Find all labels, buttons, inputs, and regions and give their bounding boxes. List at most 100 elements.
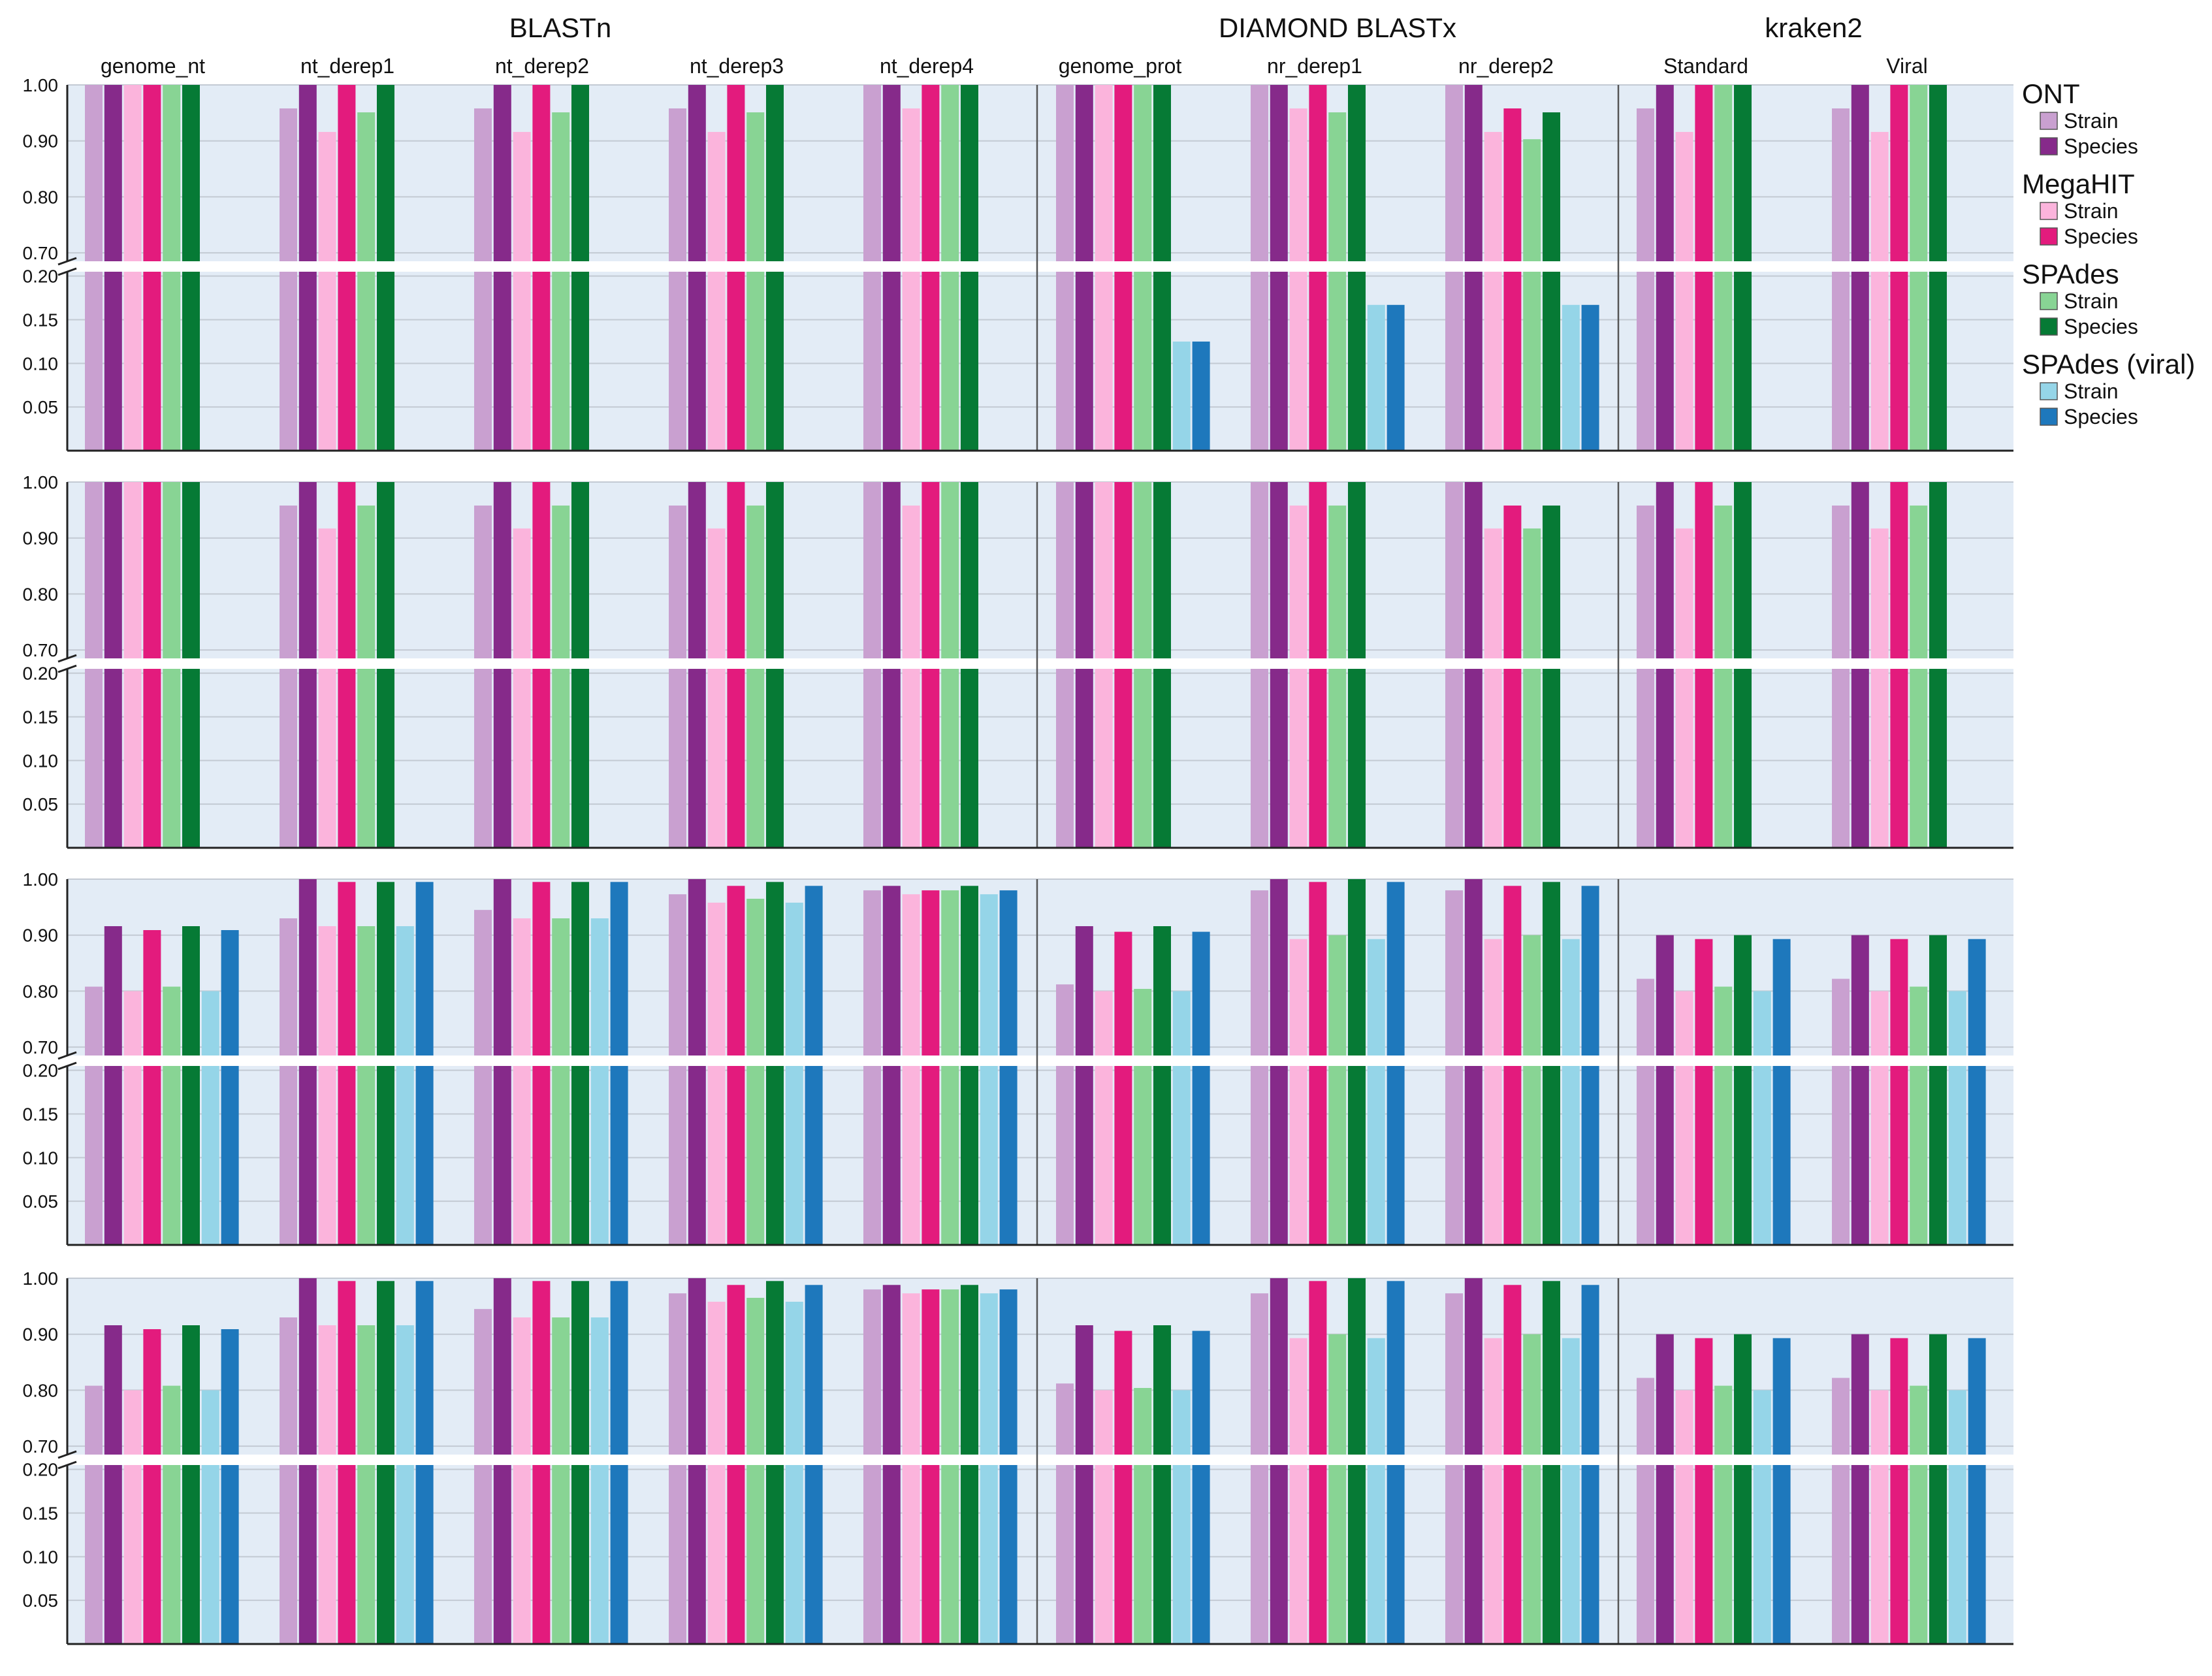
bar [941,482,959,658]
bar [1328,1066,1347,1245]
bar [999,1465,1018,1644]
bar [1890,85,1908,261]
bar [1656,1465,1674,1644]
bar [104,926,122,1056]
bar [1870,528,1889,658]
bar [669,1066,686,1245]
bar [1910,669,1928,848]
bar [1464,669,1483,848]
y-tick-label: 0.20 [23,1061,59,1081]
bar [922,1465,940,1644]
bar [805,1465,823,1644]
bar [1948,1390,1966,1455]
bar [1445,669,1463,848]
bar [727,1066,745,1245]
y-tick-label: 0.15 [23,707,59,728]
y-tick-label: 0.70 [23,640,59,660]
bar [338,272,356,451]
bar [1095,1390,1113,1455]
bar [1832,272,1850,451]
bar [104,1465,122,1644]
tool-label-diamond-blastx: DIAMOND BLASTx [1219,12,1456,43]
bar [863,890,881,1056]
bar [143,669,161,848]
bar [415,1066,434,1245]
bar [1095,85,1113,261]
bar [1114,931,1132,1056]
y-tick-label: 0.80 [23,981,59,1001]
bar [746,1298,765,1455]
bar [669,272,686,451]
bar [669,1465,686,1644]
bar [552,1066,570,1245]
bar [1910,986,1928,1056]
bar [1870,991,1889,1056]
bar [1734,1465,1752,1644]
bar [746,1066,765,1245]
bar [182,669,200,848]
bar [1832,1378,1850,1455]
bar [1637,272,1654,451]
bar [688,1278,706,1455]
axis-break-mark [57,1061,77,1071]
bar [1484,669,1502,848]
bar [727,669,745,848]
bar [1367,1338,1385,1455]
y-tick-label: 0.90 [23,528,59,549]
bar [1289,1465,1307,1644]
bar [1523,1465,1541,1644]
bar [1153,272,1171,451]
bar [1581,1285,1599,1455]
bar [1192,1066,1210,1245]
y-tick-label: 1.00 [23,472,59,492]
bar [961,1285,978,1455]
bar [941,1066,959,1245]
bar [1714,272,1733,451]
bar [1929,1066,1947,1245]
bar [474,272,492,451]
bar [1095,991,1113,1056]
bar [280,669,297,848]
bar [1656,1334,1674,1455]
bar [902,108,920,261]
bar [1172,341,1191,451]
axis-break-mark [57,267,77,276]
bar [999,1289,1018,1455]
bar [104,482,122,658]
bar [1929,1465,1947,1644]
bar [707,1465,726,1644]
group-label-nt_derep1: nt_derep1 [300,54,394,78]
bar [338,1465,356,1644]
y-tick-label: 0.05 [23,1590,59,1611]
bar [571,272,589,451]
bar [1367,304,1385,451]
bar [85,482,103,658]
bar [902,669,920,848]
bar [318,528,336,658]
bar [1929,272,1947,451]
bar [707,132,726,261]
bar [1637,978,1654,1056]
bar [688,1066,706,1245]
legend-title: SPAdes [2022,259,2119,289]
bar [377,1465,394,1644]
bar [1948,1465,1966,1644]
bar [143,1066,161,1245]
bar [941,272,959,451]
bar [1484,272,1502,451]
legend-label: Strain [2064,199,2119,223]
bar [766,1465,784,1644]
y-tick-label: 0.90 [23,1325,59,1345]
bar [707,1302,726,1455]
bar [163,482,181,658]
bar [1948,1066,1966,1245]
y-tick-label: 0.10 [23,750,59,771]
bar [338,85,356,261]
bar [1270,1278,1288,1455]
bar [1484,939,1502,1056]
group-label-Viral: Viral [1886,54,1927,78]
bar [1581,886,1599,1056]
bar [961,272,978,451]
y-tick-label: 0.15 [23,1504,59,1524]
bar [922,482,940,658]
